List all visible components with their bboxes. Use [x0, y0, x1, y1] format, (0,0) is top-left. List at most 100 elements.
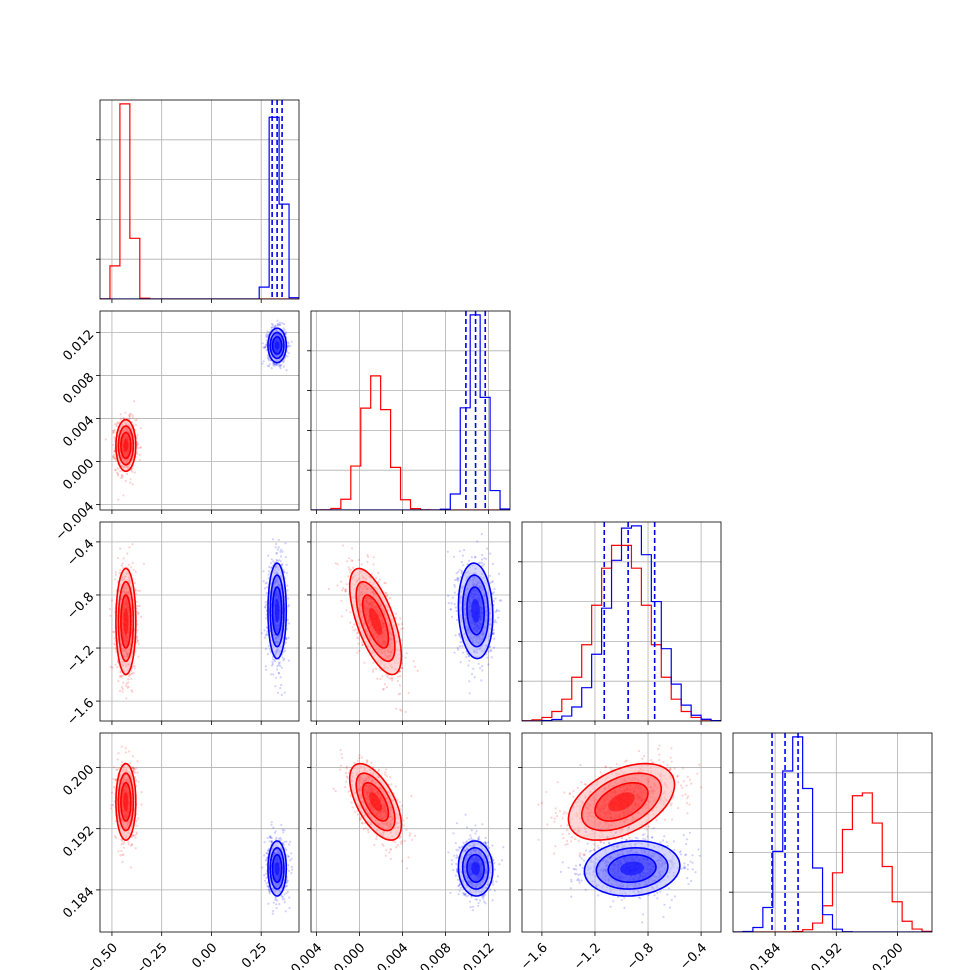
scatter-point	[112, 431, 115, 434]
scatter-point	[348, 568, 351, 571]
panel-content	[311, 311, 510, 510]
scatter-point	[287, 659, 291, 662]
scatter-point	[265, 339, 268, 342]
scatter-point	[283, 649, 287, 653]
scatter-point	[121, 687, 124, 691]
scatter-point	[127, 414, 130, 417]
scatter-point	[287, 597, 290, 600]
scatter-point	[114, 468, 117, 471]
scatter-point	[131, 470, 134, 473]
scatter-point	[118, 675, 121, 678]
scatter-point	[357, 637, 360, 640]
scatter-point	[286, 341, 289, 344]
scatter-point	[122, 417, 125, 420]
scatter-point	[401, 667, 404, 670]
scatter-point	[129, 673, 132, 676]
scatter-point	[119, 674, 122, 677]
scatter-point	[114, 457, 117, 460]
scatter-point	[139, 589, 142, 592]
scatter-point	[390, 677, 393, 680]
scatter-point	[119, 671, 122, 674]
scatter-point	[400, 622, 403, 626]
scatter-point	[262, 360, 265, 363]
scatter-point	[118, 689, 122, 693]
scatter-point	[274, 685, 277, 688]
scatter-point	[121, 476, 124, 479]
plot-area: −0.0040.0000.0040.0080.012−1.6−1.2−0.8−0…	[53, 99, 933, 970]
scatter-point	[274, 546, 277, 549]
scatter-point	[139, 446, 142, 449]
scatter-point	[334, 562, 337, 565]
scatter-point	[376, 677, 379, 681]
scatter-point	[340, 589, 344, 592]
scatter-point	[358, 649, 361, 653]
scatter-point	[131, 483, 134, 486]
scatter-point	[483, 557, 486, 560]
scatter-point	[115, 423, 118, 426]
scatter-point	[131, 672, 134, 675]
scatter-point	[281, 322, 284, 325]
scatter-point	[282, 360, 285, 363]
scatter-point	[267, 570, 270, 573]
scatter-point	[137, 639, 140, 642]
scatter-point	[285, 331, 288, 334]
scatter-point	[286, 355, 289, 358]
scatter-point	[264, 604, 268, 607]
scatter-point	[131, 561, 134, 565]
scatter-point	[396, 679, 399, 683]
scatter-point	[377, 571, 380, 575]
panel-frame	[99, 310, 300, 511]
scatter-point	[269, 566, 272, 570]
scatter-point	[340, 580, 343, 583]
panel-frame	[310, 310, 511, 511]
scatter-point	[279, 367, 282, 370]
scatter-point	[384, 591, 387, 595]
scatter-point	[133, 664, 136, 668]
scatter-point	[117, 474, 120, 477]
scatter-point	[351, 626, 354, 629]
scatter-point	[459, 661, 462, 664]
scatter-point	[270, 326, 273, 329]
scatter-point	[129, 566, 133, 569]
scatter-point	[347, 575, 350, 578]
scatter-point	[274, 364, 277, 367]
scatter-point	[126, 686, 129, 689]
scatter-point	[112, 429, 115, 432]
scatter-point	[265, 349, 268, 352]
scatter-point	[349, 621, 352, 624]
scatter-point	[137, 642, 140, 646]
scatter-point	[263, 587, 267, 590]
scatter-point	[383, 683, 387, 686]
scatter-point	[367, 555, 370, 559]
scatter-point	[366, 560, 369, 563]
y-tick-label: 0.012	[60, 327, 97, 364]
scatter-point	[136, 452, 139, 455]
scatter-point	[136, 623, 139, 626]
scatter-point	[114, 571, 117, 574]
scatter-point	[267, 357, 270, 360]
scatter-point	[344, 590, 347, 593]
contour-blue	[271, 586, 283, 636]
scatter-point	[142, 562, 145, 565]
scatter-point	[112, 429, 115, 432]
scatter-point	[361, 641, 364, 644]
scatter-point	[116, 467, 119, 470]
panel-content	[100, 100, 299, 299]
scatter-point	[371, 668, 375, 671]
scatter-point	[402, 627, 405, 630]
scatter-point	[266, 633, 269, 637]
scatter-point	[279, 364, 282, 367]
scatter-point	[135, 636, 138, 639]
scatter-point	[287, 622, 291, 625]
density-fill-red	[123, 608, 129, 635]
scatter-point	[273, 362, 276, 365]
scatter-point	[125, 682, 128, 685]
scatter-point	[391, 677, 394, 680]
scatter-point	[391, 679, 394, 682]
scatter-point	[354, 628, 357, 631]
scatter-point	[264, 343, 268, 346]
panel-frame	[99, 99, 300, 300]
scatter-point	[281, 656, 284, 659]
scatter-point	[280, 666, 283, 669]
